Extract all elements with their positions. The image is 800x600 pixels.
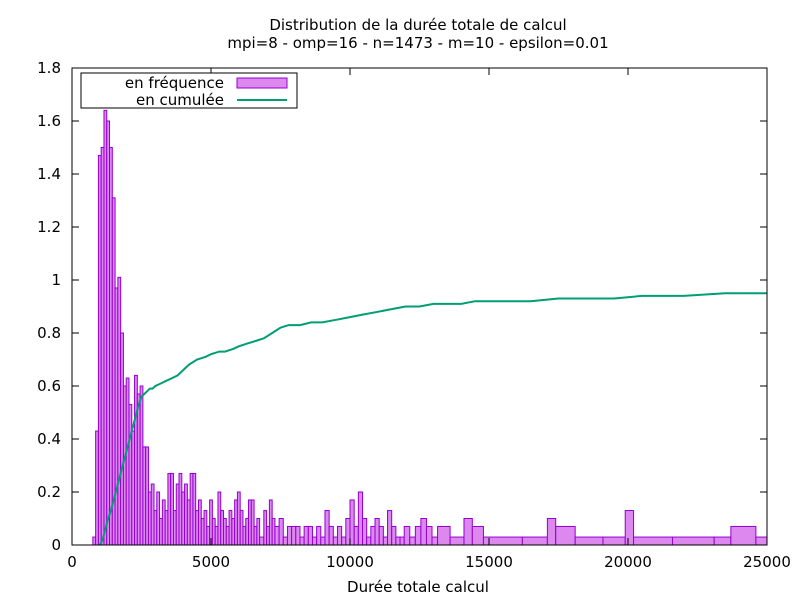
y-tick-label: 0.8 xyxy=(37,324,61,342)
frequency-bar xyxy=(316,525,322,546)
frequency-bar xyxy=(425,525,433,546)
frequency-bar xyxy=(345,518,351,546)
frequency-bar xyxy=(303,525,309,546)
frequency-bar xyxy=(555,525,576,546)
y-tick-label: 1.8 xyxy=(37,59,61,77)
frequency-bar xyxy=(282,536,288,546)
frequency-bar xyxy=(399,536,405,546)
frequency-bar xyxy=(374,518,380,546)
frequency-bar xyxy=(324,510,330,546)
frequency-bar xyxy=(320,536,326,546)
frequency-bar xyxy=(713,536,732,546)
legend: en fréquence en cumulée xyxy=(80,72,298,109)
frequency-bar xyxy=(274,525,280,546)
frequency-bar xyxy=(755,536,768,546)
y-tick-label: 0 xyxy=(51,536,61,554)
frequency-bar xyxy=(671,536,715,546)
frequency-bars xyxy=(92,109,768,546)
legend-label-frequency: en fréquence xyxy=(125,74,224,92)
y-tick-label: 0.4 xyxy=(37,430,61,448)
frequency-bar xyxy=(431,536,439,546)
y-tick-label: 0.2 xyxy=(37,483,61,501)
frequency-bar xyxy=(278,518,284,546)
y-tick-label: 1.2 xyxy=(37,218,61,236)
frequency-bar xyxy=(307,525,313,546)
y-tick-label: 1 xyxy=(51,271,61,289)
frequency-bar xyxy=(291,525,297,546)
frequency-bar xyxy=(391,525,397,546)
x-tick-label: 10000 xyxy=(326,553,374,571)
frequency-bar xyxy=(378,525,384,546)
legend-label-cumulative: en cumulée xyxy=(136,91,224,109)
frequency-bar xyxy=(259,536,265,546)
frequency-bar xyxy=(387,510,393,546)
frequency-bar xyxy=(403,525,411,546)
frequency-bar xyxy=(336,525,343,546)
x-tick-label: 25000 xyxy=(743,553,791,571)
axis-ticks: 0 5000 10000 15000 20000 25000 0 0.2 0.4 0.6 0.8 1 1… xyxy=(37,59,791,571)
x-tick-label: 15000 xyxy=(465,553,513,571)
plot-frame xyxy=(71,67,768,546)
frequency-bar xyxy=(349,499,355,546)
frequency-bar xyxy=(362,518,368,546)
frequency-bar xyxy=(299,536,305,546)
frequency-bar xyxy=(574,536,604,546)
chart-subtitle: mpi=8 - omp=16 - n=1473 - m=10 - epsilon… xyxy=(227,34,608,52)
frequency-bar xyxy=(332,536,338,546)
frequency-bar xyxy=(353,525,359,546)
frequency-bar xyxy=(395,536,401,546)
cumulative-line xyxy=(98,292,767,546)
frequency-bar xyxy=(624,510,635,546)
x-tick-label: 0 xyxy=(67,553,77,571)
y-tick-label: 1.4 xyxy=(37,165,61,183)
frequency-bar xyxy=(437,525,451,546)
x-axis-label: Durée totale calcul xyxy=(347,578,489,596)
x-tick-label: 20000 xyxy=(604,553,652,571)
frequency-bar xyxy=(311,536,318,546)
frequency-bar xyxy=(420,518,427,546)
legend-swatch-frequency xyxy=(236,77,288,89)
frequency-bar xyxy=(471,525,484,546)
frequency-bar xyxy=(414,525,422,546)
frequency-bar xyxy=(633,536,673,546)
frequency-bar xyxy=(463,518,473,546)
frequency-bar xyxy=(409,536,416,546)
x-tick-label: 5000 xyxy=(192,553,230,571)
frequency-bar xyxy=(730,525,757,546)
frequency-bar xyxy=(521,536,548,546)
frequency-bar xyxy=(370,525,376,546)
frequency-bar xyxy=(328,525,334,546)
y-tick-label: 0.6 xyxy=(37,377,61,395)
frequency-bar xyxy=(341,536,347,546)
frequency-bar xyxy=(449,536,465,546)
frequency-bar xyxy=(546,518,557,546)
y-tick-label: 1.6 xyxy=(37,112,61,130)
frequency-bar xyxy=(295,525,301,546)
frequency-bar xyxy=(357,491,364,546)
frequency-bar xyxy=(286,525,293,546)
frequency-bar xyxy=(382,536,389,546)
frequency-bar xyxy=(602,536,626,546)
chart-title: Distribution de la durée totale de calcu… xyxy=(269,16,566,34)
frequency-bar xyxy=(366,536,372,546)
